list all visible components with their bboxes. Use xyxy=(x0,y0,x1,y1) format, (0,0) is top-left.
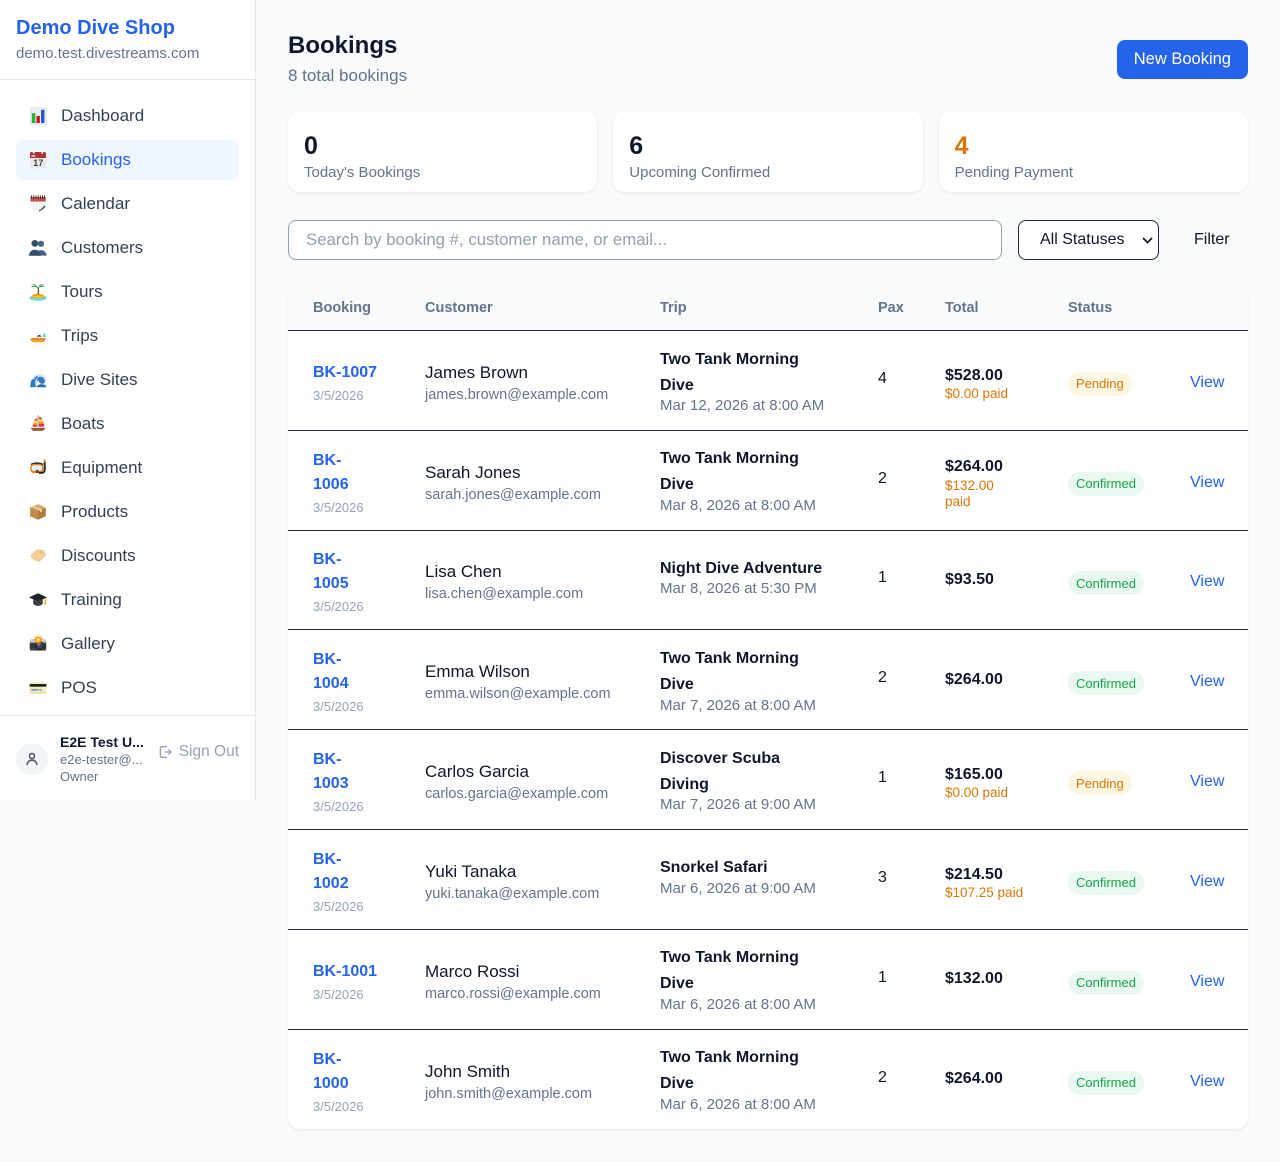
svg-text:17: 17 xyxy=(33,158,43,168)
